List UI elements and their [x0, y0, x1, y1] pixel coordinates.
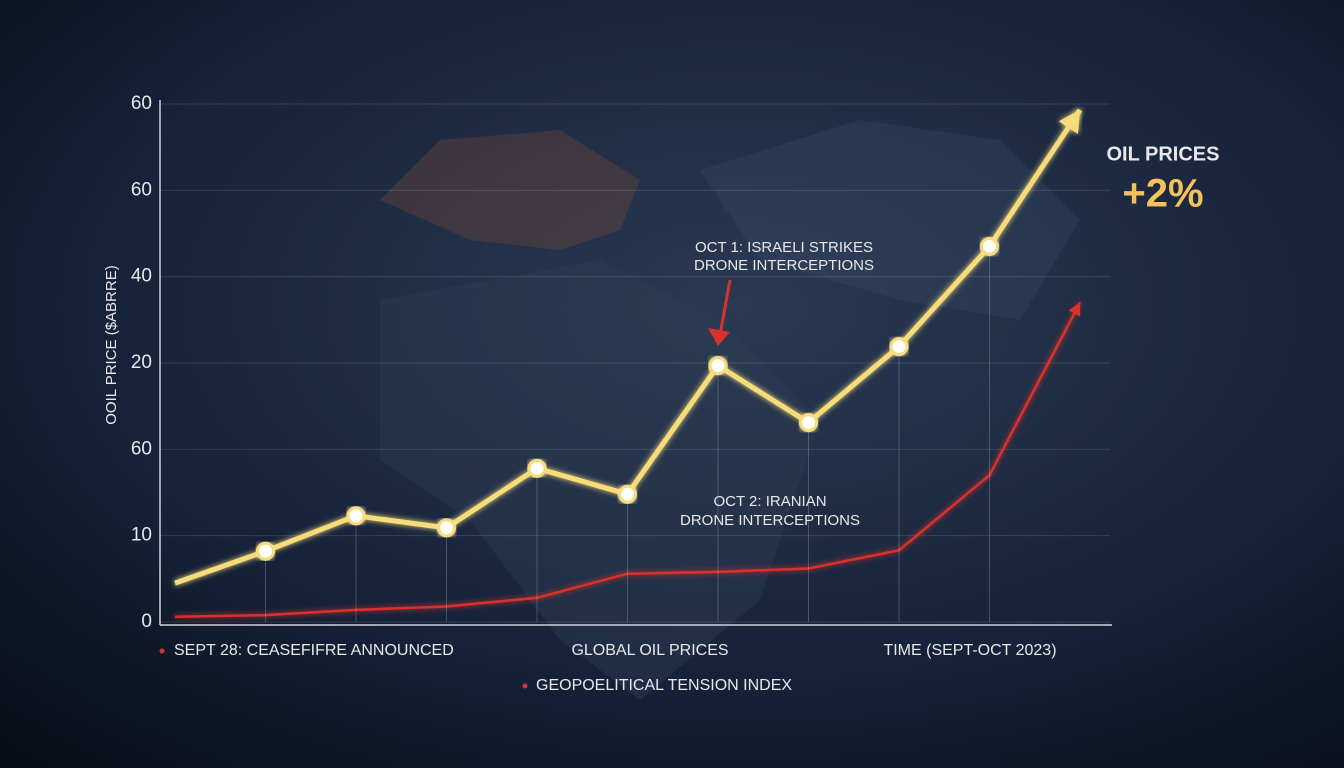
map-shape: [380, 130, 640, 250]
y-tick-label: 20: [131, 352, 152, 373]
point: [799, 413, 818, 433]
annotation: OCT 2: IRANIAN: [713, 493, 826, 510]
point: [618, 484, 637, 504]
arrow-head: [1068, 302, 1081, 317]
annotation: DRONE INTERCEPTIONS: [694, 257, 874, 274]
point: [889, 337, 909, 357]
y-tick-label: 10: [131, 525, 152, 546]
legend-label: GEOPOELITICAL TENSION INDEX: [536, 677, 792, 694]
point: [708, 356, 728, 376]
arrow-head: [1058, 110, 1080, 134]
y-tick-label: 60: [131, 93, 152, 114]
legend-swatch: [522, 683, 528, 689]
point: [437, 518, 456, 538]
point: [980, 236, 999, 256]
annotation: OIL PRICES: [1107, 143, 1220, 165]
annotation: SEPT 28: CEASEFIFRE ANNOUNCED: [174, 642, 454, 659]
annotation-arrow: [718, 279, 732, 336]
x-axis-label: TIME (SEPT-OCT 2023): [883, 642, 1056, 659]
legend-label: GLOBAL OIL PRICES: [571, 642, 728, 659]
y-tick-label: 0: [141, 611, 152, 632]
point: [346, 506, 366, 526]
annotation: DRONE INTERCEPTIONS: [680, 512, 860, 529]
point: [527, 458, 547, 478]
map-shape: [700, 120, 1080, 320]
tension-line: [174, 302, 1082, 619]
bullet: [159, 648, 165, 654]
y-tick-label: 60: [131, 438, 152, 459]
point: [256, 541, 275, 561]
y-tick-label: 60: [131, 179, 152, 200]
annotation-arrow: [708, 328, 730, 346]
y-axis-label: OOIL PRICE ($ABRRE): [103, 265, 120, 424]
y-tick-label: 40: [131, 266, 152, 287]
annotation: OCT 1: ISRAELI STRIKES: [695, 239, 873, 256]
annotation: +2%: [1122, 172, 1203, 216]
